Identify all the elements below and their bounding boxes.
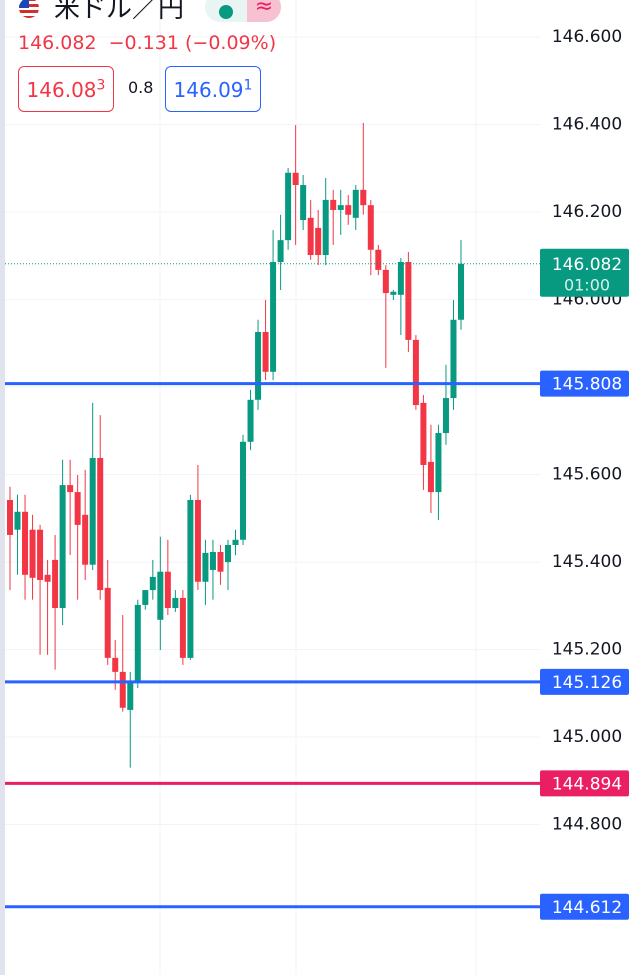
candle-body bbox=[262, 331, 269, 372]
candle-body bbox=[97, 457, 104, 591]
candle-body bbox=[292, 172, 299, 186]
candle-body bbox=[157, 571, 164, 620]
candle-body bbox=[37, 529, 44, 581]
candle-body bbox=[187, 499, 194, 658]
header: 米ドル／円 ≈ 146.082 −0.131 (−0.09%) 146.083 … bbox=[0, 0, 540, 115]
candle-body bbox=[390, 291, 397, 295]
candle-body bbox=[435, 433, 442, 493]
candle-body bbox=[360, 189, 367, 206]
candle-body bbox=[217, 552, 224, 572]
candle-body bbox=[52, 559, 59, 609]
candle-body bbox=[44, 574, 51, 582]
price-line-box bbox=[540, 668, 629, 695]
candle-body bbox=[270, 262, 277, 372]
y-tick-label: 144.800 bbox=[552, 815, 622, 835]
status-badge[interactable]: ≈ bbox=[205, 0, 281, 22]
candle-body bbox=[420, 402, 427, 465]
current-price-label: 146.082 bbox=[552, 255, 622, 275]
bid-box[interactable]: 146.083 bbox=[18, 66, 114, 112]
candle-body bbox=[322, 199, 329, 256]
candle-body bbox=[277, 240, 284, 263]
candle-body bbox=[142, 590, 149, 605]
y-tick-label: 146.400 bbox=[552, 115, 622, 135]
price-line-box bbox=[540, 770, 629, 797]
candle-body bbox=[458, 263, 464, 320]
candle-body bbox=[202, 552, 209, 582]
candle-body bbox=[397, 262, 404, 295]
candle-body bbox=[255, 331, 262, 400]
current-price-box bbox=[540, 248, 629, 297]
y-tick-label: 145.000 bbox=[552, 727, 622, 747]
y-tick-label: 145.600 bbox=[552, 465, 622, 485]
symbol[interactable]: 米ドル／円 bbox=[54, 0, 185, 24]
price-line-label: 144.612 bbox=[552, 898, 622, 918]
candle-body bbox=[345, 205, 352, 215]
spread: 0.8 bbox=[128, 78, 154, 97]
y-tick-label: 146.200 bbox=[552, 202, 622, 222]
price-line-label: 144.894 bbox=[552, 774, 622, 794]
candle-body bbox=[382, 269, 389, 294]
ask-box[interactable]: 146.091 bbox=[165, 66, 261, 112]
candle-body bbox=[67, 485, 74, 493]
candle-body bbox=[285, 172, 292, 241]
candle-body bbox=[240, 441, 247, 540]
candle-body bbox=[330, 199, 337, 210]
candle-body bbox=[29, 529, 36, 578]
candle-body bbox=[112, 657, 119, 672]
y-tick-label: 145.400 bbox=[552, 552, 622, 572]
ask: 146.09 bbox=[173, 78, 244, 102]
candle-body bbox=[412, 339, 419, 406]
candle-body bbox=[104, 587, 111, 658]
candle-body bbox=[7, 499, 13, 535]
price-line-box bbox=[540, 370, 629, 397]
candle-body bbox=[89, 457, 96, 565]
candle-body bbox=[224, 545, 231, 563]
candle-body bbox=[442, 398, 449, 434]
candle-body bbox=[367, 205, 374, 250]
candle-body bbox=[352, 189, 359, 218]
candle-body bbox=[59, 485, 66, 609]
last-price: 146.082 bbox=[18, 32, 97, 54]
candle-body bbox=[179, 597, 186, 658]
change: −0.131 bbox=[108, 32, 179, 54]
candle-body bbox=[232, 539, 239, 546]
left-edge bbox=[0, 0, 5, 975]
candle-body bbox=[375, 249, 382, 270]
current-price-time: 01:00 bbox=[564, 275, 610, 294]
candle-body bbox=[307, 217, 314, 256]
candle-body bbox=[172, 597, 179, 609]
bid-sup: 3 bbox=[96, 77, 106, 94]
candle-body bbox=[164, 571, 171, 609]
candle-body bbox=[300, 185, 307, 221]
candle-body bbox=[149, 576, 156, 591]
candle-body bbox=[127, 681, 134, 710]
ask-sup: 1 bbox=[243, 77, 253, 94]
candle-body bbox=[74, 492, 81, 525]
price-line-box bbox=[540, 893, 629, 920]
y-tick-label: 145.200 bbox=[552, 640, 622, 660]
change-pct: (−0.09%) bbox=[185, 32, 277, 54]
candle-body bbox=[247, 399, 254, 442]
candle-body bbox=[82, 514, 89, 565]
candle-body bbox=[119, 671, 126, 708]
price-change: 146.082 −0.131 (−0.09%) bbox=[18, 32, 276, 54]
candle-body bbox=[209, 552, 216, 570]
candle-body bbox=[337, 205, 344, 210]
candle-body bbox=[14, 511, 21, 530]
candle-body bbox=[427, 461, 434, 493]
candle-body bbox=[134, 604, 141, 682]
y-tick-label: 146.600 bbox=[552, 27, 622, 47]
flag-icon bbox=[19, 0, 39, 18]
candle-body bbox=[315, 227, 322, 256]
candle-body bbox=[405, 262, 412, 340]
candle-body bbox=[194, 499, 201, 582]
bid: 146.08 bbox=[26, 78, 97, 102]
candle-body bbox=[22, 511, 29, 575]
price-line-label: 145.808 bbox=[552, 375, 622, 395]
candle-body bbox=[450, 319, 457, 399]
price-line-label: 145.126 bbox=[552, 673, 622, 693]
